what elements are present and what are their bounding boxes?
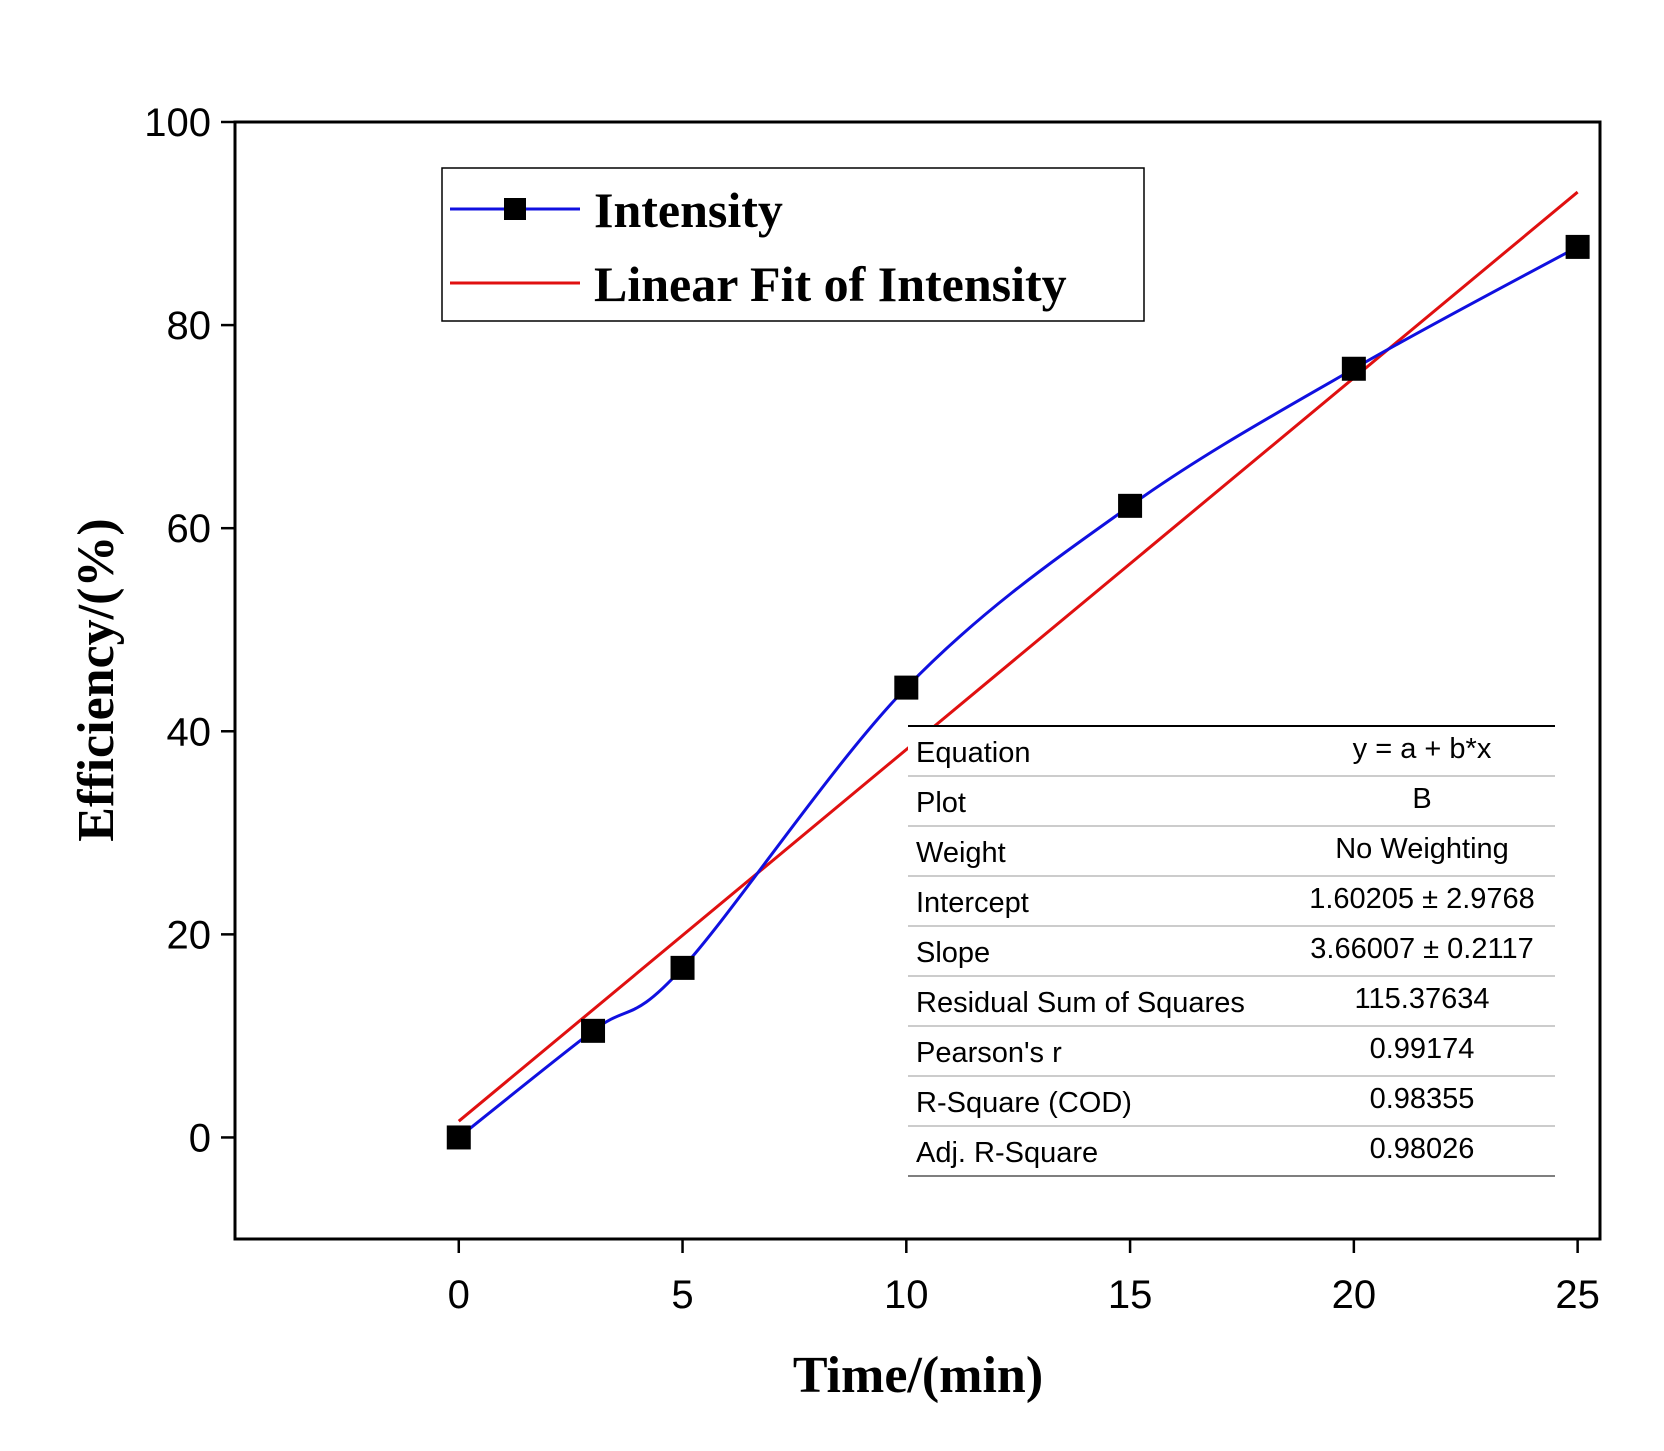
fit-table-value-4: 3.66007 ± 0.2117 [1310, 933, 1533, 965]
y-tick-label-4: 80 [167, 304, 212, 348]
fit-table-value-2: No Weighting [1335, 833, 1509, 865]
fit-table-label-6: Pearson's r [916, 1037, 1062, 1069]
x-tick-label-3: 15 [1108, 1273, 1153, 1317]
fit-table-label-3: Intercept [916, 887, 1029, 919]
fit-table-value-6: 0.99174 [1370, 1033, 1475, 1065]
plot-frame [233, 120, 1602, 1241]
fit-table-value-7: 0.98355 [1370, 1083, 1475, 1115]
legend-box [441, 167, 1145, 322]
fit-table-background [908, 726, 1555, 1176]
intensity-point-6 [1565, 234, 1590, 259]
fit-table-label-1: Plot [916, 787, 966, 819]
y-tick-label-2: 40 [167, 710, 212, 754]
intensity-point-0 [446, 1125, 471, 1150]
fit-table-label-7: R-Square (COD) [916, 1087, 1132, 1119]
intensity-point-5 [1341, 356, 1366, 381]
legend-label-intensity: Intensity [594, 182, 783, 238]
x-tick-label-5: 25 [1555, 1273, 1600, 1317]
fit-table-label-5: Residual Sum of Squares [916, 987, 1245, 1019]
fit-table-label-8: Adj. R-Square [916, 1137, 1098, 1169]
x-tick-label-4: 20 [1332, 1273, 1377, 1317]
legend-label-linear-fit: Linear Fit of Intensity [594, 256, 1067, 312]
intensity-point-3 [894, 675, 919, 700]
fit-table-value-1: B [1412, 783, 1431, 815]
fit-table-value-3: 1.60205 ± 2.9768 [1309, 883, 1535, 915]
axis-ticks: 0 5 10 15 20 25 0 20 40 60 80 100 [144, 101, 1600, 1317]
x-axis-title: Time/(min) [793, 1347, 1043, 1404]
y-tick-label-1: 20 [167, 913, 212, 957]
x-tick-label-2: 10 [884, 1273, 929, 1317]
legend-marker-intensity [504, 198, 526, 220]
fit-table-label-4: Slope [916, 937, 990, 969]
series-layer [446, 190, 1590, 1150]
y-axis-title: Efficiency/(%) [68, 518, 125, 841]
fit-table-value-0: y = a + b*x [1353, 733, 1492, 765]
y-tick-label-5: 100 [144, 101, 211, 145]
fit-statistics-table: Equation y = a + b*x Plot B Weight No Weighti… [908, 725, 1555, 1177]
intensity-point-1 [581, 1018, 606, 1043]
legend: Intensity Linear Fit of Intensity [441, 167, 1145, 322]
y-tick-label-0: 0 [189, 1116, 211, 1160]
fit-table-value-8: 0.98026 [1370, 1133, 1475, 1165]
fit-table-label-2: Weight [916, 837, 1006, 869]
x-tick-label-0: 0 [448, 1273, 470, 1317]
fit-table-value-5: 115.37634 [1355, 983, 1490, 1015]
x-tick-label-1: 5 [671, 1273, 693, 1317]
intensity-point-2 [670, 955, 695, 980]
intensity-point-4 [1118, 493, 1143, 518]
fit-table-label-0: Equation [916, 737, 1031, 769]
y-tick-label-3: 60 [167, 507, 212, 551]
